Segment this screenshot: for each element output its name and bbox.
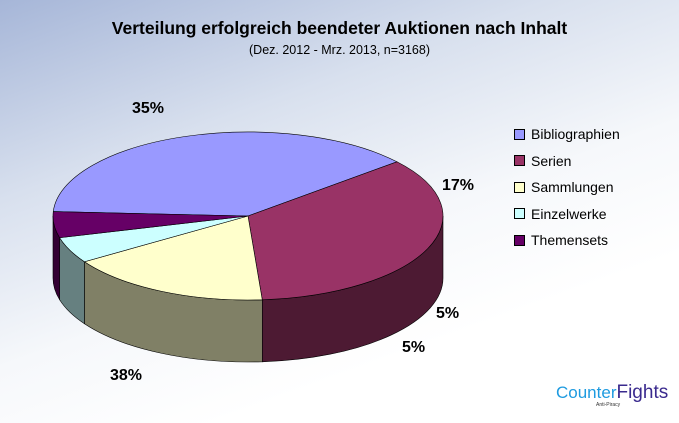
legend-swatch	[514, 128, 525, 140]
legend-item-einzelwerke: Einzelwerke	[514, 201, 620, 228]
legend-item-themensets: Themensets	[514, 227, 620, 254]
legend-swatch	[514, 234, 525, 246]
pie-slice-sammlungen	[83, 215, 263, 301]
pie-slice-themensets	[52, 211, 249, 239]
legend: Bibliographien Serien Sammlungen Einzelwerk…	[514, 121, 620, 254]
legend-swatch	[514, 208, 525, 220]
chart-title: Verteilung erfolgreich beendeter Auktion…	[111, 18, 568, 38]
legend-label: Einzelwerke	[531, 205, 607, 222]
pie-slice-bibliographien	[52, 131, 398, 217]
legend-item-bibliographien: Bibliographien	[514, 121, 620, 148]
logo-text-fights: Fights	[616, 382, 669, 403]
data-label-sammlungen: 17%	[442, 177, 474, 194]
legend-label: Sammlungen	[531, 179, 614, 196]
data-label-einzelwerke: 5%	[436, 305, 459, 322]
legend-label: Themensets	[531, 232, 609, 249]
legend-swatch	[514, 181, 525, 193]
data-label-themensets: 5%	[402, 339, 425, 356]
legend-swatch	[514, 155, 525, 167]
logo-text-counter: Counter	[556, 383, 617, 402]
logo-tagline: Anti-Piracy	[596, 402, 621, 408]
legend-label: Bibliographien	[531, 126, 620, 143]
chart-subtitle: (Dez. 2012 - Mrz. 2013, n=3168)	[249, 43, 430, 57]
data-label-serien: 35%	[132, 100, 164, 117]
counterfights-logo: CounterFights Anti-Piracy	[556, 382, 669, 408]
legend-item-sammlungen: Sammlungen	[514, 174, 620, 201]
legend-item-serien: Serien	[514, 148, 620, 175]
pie-slice-serien	[247, 161, 444, 301]
data-label-bibliographien: 38%	[110, 367, 142, 384]
legend-label: Serien	[531, 152, 572, 169]
